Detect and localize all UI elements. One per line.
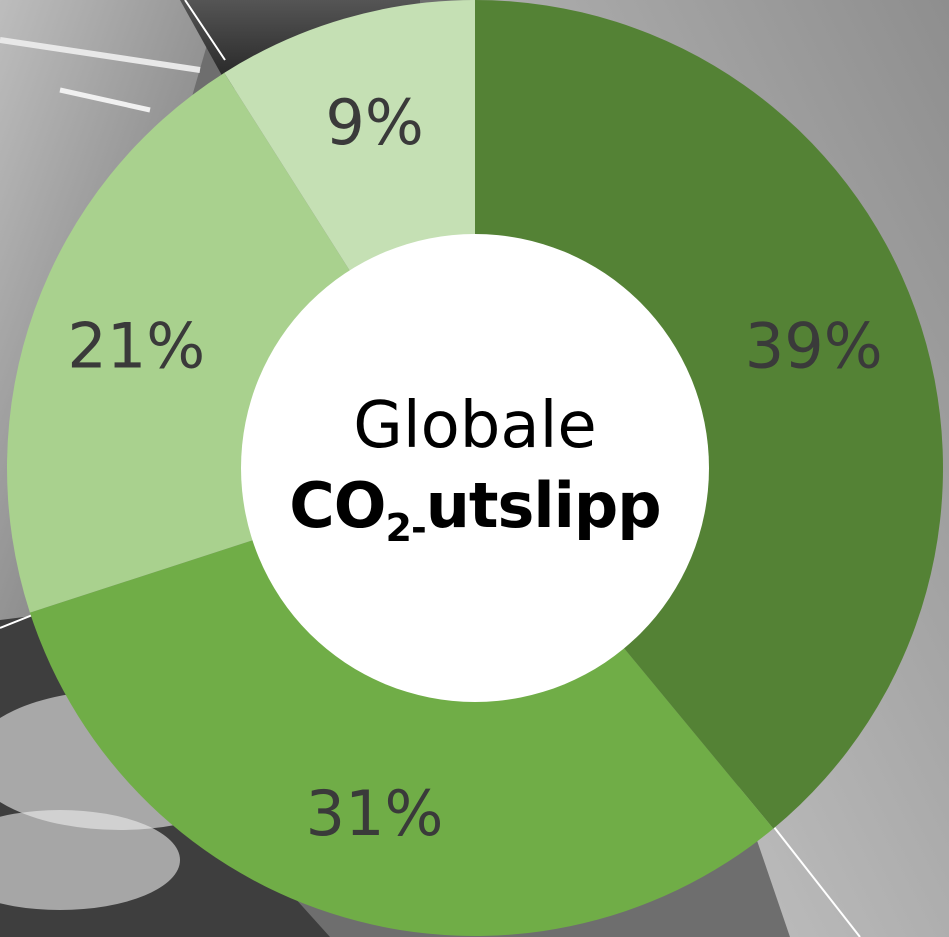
road-marking xyxy=(0,37,201,73)
slice-label-39pct: 39% xyxy=(745,310,883,383)
collage-divider xyxy=(769,821,861,937)
donut-slice-31pct xyxy=(29,468,774,936)
road-marking xyxy=(59,87,151,113)
center-label-suffix: utslipp xyxy=(425,469,662,542)
center-label-line2: CO2-utslipp xyxy=(242,466,708,568)
slice-label-21pct: 21% xyxy=(67,310,205,383)
center-label-subscript: 2- xyxy=(385,506,427,550)
collage-divider xyxy=(184,0,226,61)
center-label-prefix: CO xyxy=(289,469,386,542)
slice-label-9pct: 9% xyxy=(325,86,423,159)
cloud xyxy=(0,810,180,910)
center-label: Globale CO2-utslipp xyxy=(242,338,708,550)
donut-hole xyxy=(241,234,709,702)
slice-label-31pct: 31% xyxy=(306,777,444,850)
slice-labels: 39% 31% 21% 9% xyxy=(67,86,882,850)
center-label-line1: Globale xyxy=(353,389,597,463)
donut-slice-39pct xyxy=(475,0,943,829)
